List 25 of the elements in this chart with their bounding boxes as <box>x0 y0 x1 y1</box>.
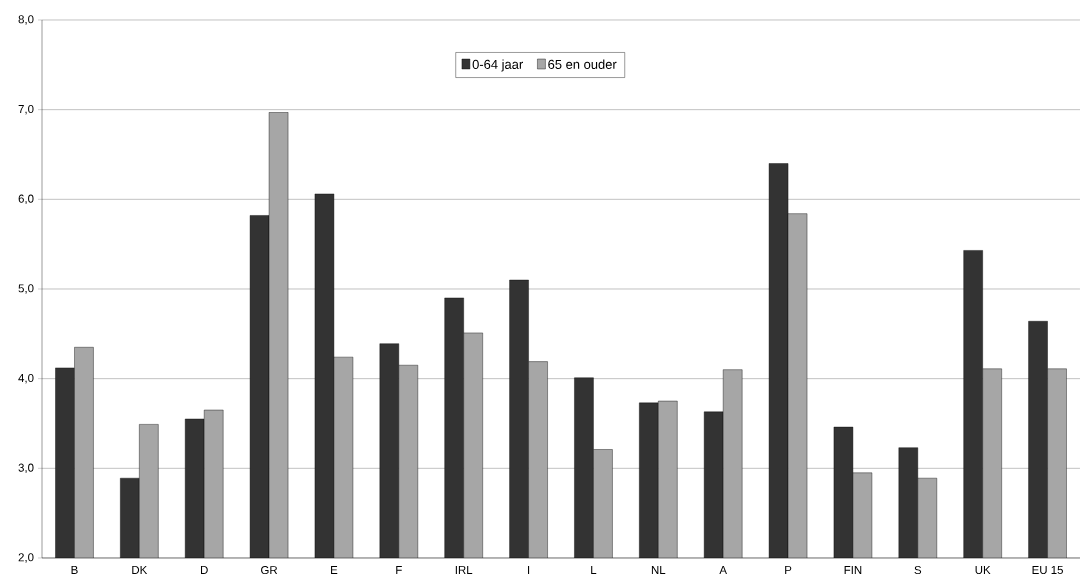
x-tick-label: NL <box>651 566 666 574</box>
y-tick-label: 5,0 <box>18 284 34 294</box>
x-tick-label: UK <box>975 566 991 574</box>
x-tick-label: F <box>396 566 402 574</box>
x-tick-label: A <box>719 566 727 574</box>
legend-label: 65 en ouder <box>548 59 617 69</box>
x-tick-label: EU 15 <box>1032 566 1063 574</box>
x-tick-label: D <box>200 566 208 574</box>
legend-label: 0-64 jaar <box>472 59 523 72</box>
x-tick-label: FIN <box>844 566 862 574</box>
x-tick-label: I <box>528 566 530 574</box>
x-tick-label: IRL <box>455 566 473 574</box>
x-tick-label: GR <box>261 566 278 575</box>
y-tick-label: 2,0 <box>18 553 34 563</box>
y-tick-label: 7,0 <box>18 104 34 115</box>
y-tick-label: 8,0 <box>18 15 34 25</box>
x-tick-label: P <box>785 566 792 574</box>
y-tick-label: 6,0 <box>18 194 34 205</box>
x-tick-label: E <box>331 566 338 574</box>
y-tick-label: 3,0 <box>18 463 34 474</box>
x-tick-label: L <box>591 566 597 574</box>
x-tick-label: B <box>71 566 78 574</box>
x-tick-label: S <box>914 566 922 575</box>
y-tick-label: 4,0 <box>18 373 34 384</box>
x-tick-label: DK <box>132 566 148 574</box>
